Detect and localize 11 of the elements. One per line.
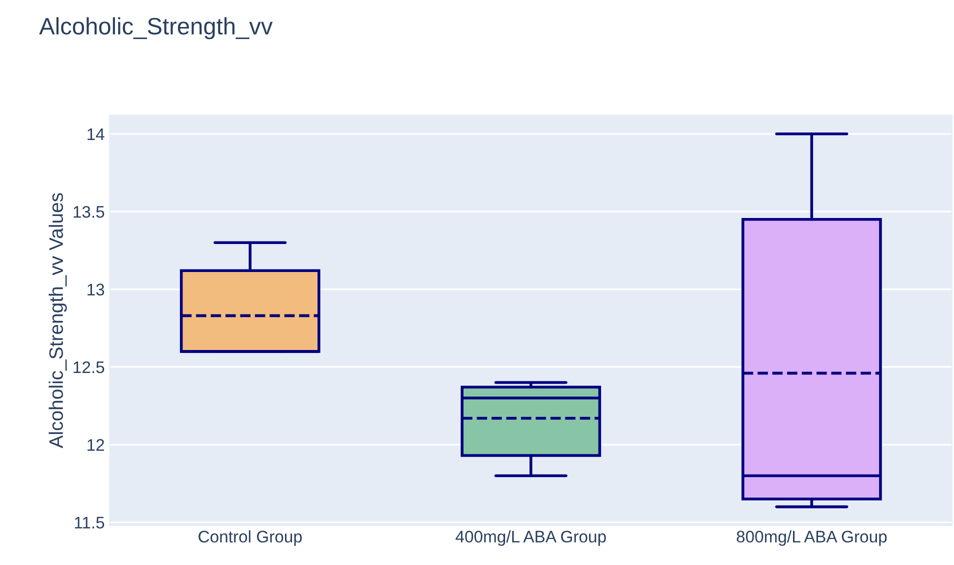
y-axis-title: Alcoholic_Strength_vv Values xyxy=(48,193,67,448)
y-tick-label: 13 xyxy=(88,284,104,296)
chart-title: Alcoholic_Strength_vv xyxy=(39,17,273,40)
y-tick-label: 12.5 xyxy=(74,361,104,374)
y-tick-label: 11.5 xyxy=(74,516,104,529)
x-tick-label: Control Group xyxy=(198,530,302,546)
y-tick-label: 13.5 xyxy=(74,206,104,218)
y-tick-label: 14 xyxy=(88,128,104,140)
y-tick-label: 12 xyxy=(88,439,104,451)
x-tick-label: 800mg/L ABA Group xyxy=(736,530,887,546)
x-tick-label: 400mg/L ABA Group xyxy=(456,530,606,546)
